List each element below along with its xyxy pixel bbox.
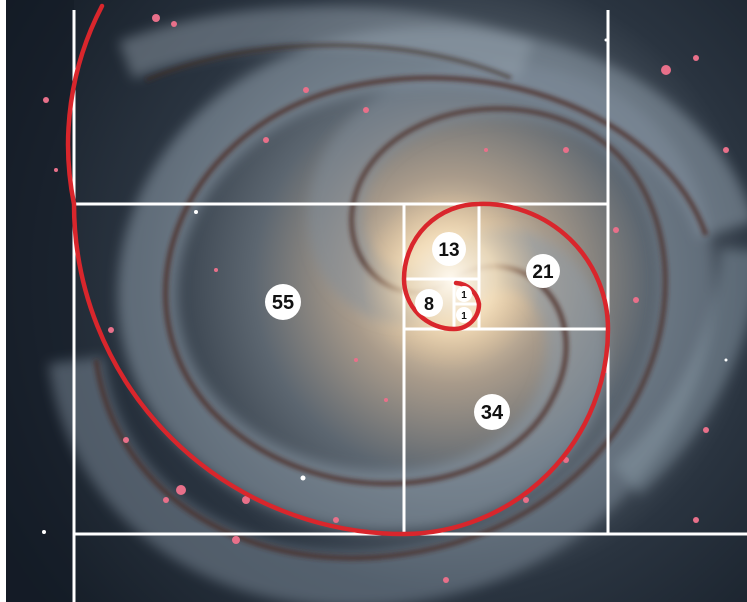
- label-1-top: 1: [456, 286, 472, 302]
- label-8-text: 8: [424, 294, 434, 314]
- label-8: 8: [415, 289, 443, 317]
- golden-spiral: [65, 3, 611, 537]
- label-34-text: 34: [481, 402, 504, 424]
- label-21: 21: [526, 254, 560, 288]
- label-34: 34: [474, 394, 510, 430]
- label-13: 13: [432, 232, 466, 266]
- label-21-text: 21: [532, 262, 554, 283]
- label-55-text: 55: [272, 292, 294, 314]
- label-55: 55: [265, 284, 301, 320]
- left-space-band: [6, 0, 74, 602]
- star-regions: [43, 14, 729, 583]
- label-1-bottom: 1: [456, 307, 472, 323]
- galaxy-photo: 55 34 21 13 8 1 1: [6, 0, 747, 602]
- label-13-text: 13: [438, 240, 459, 261]
- label-1-bottom-text: 1: [461, 311, 467, 322]
- label-1-top-text: 1: [461, 290, 467, 301]
